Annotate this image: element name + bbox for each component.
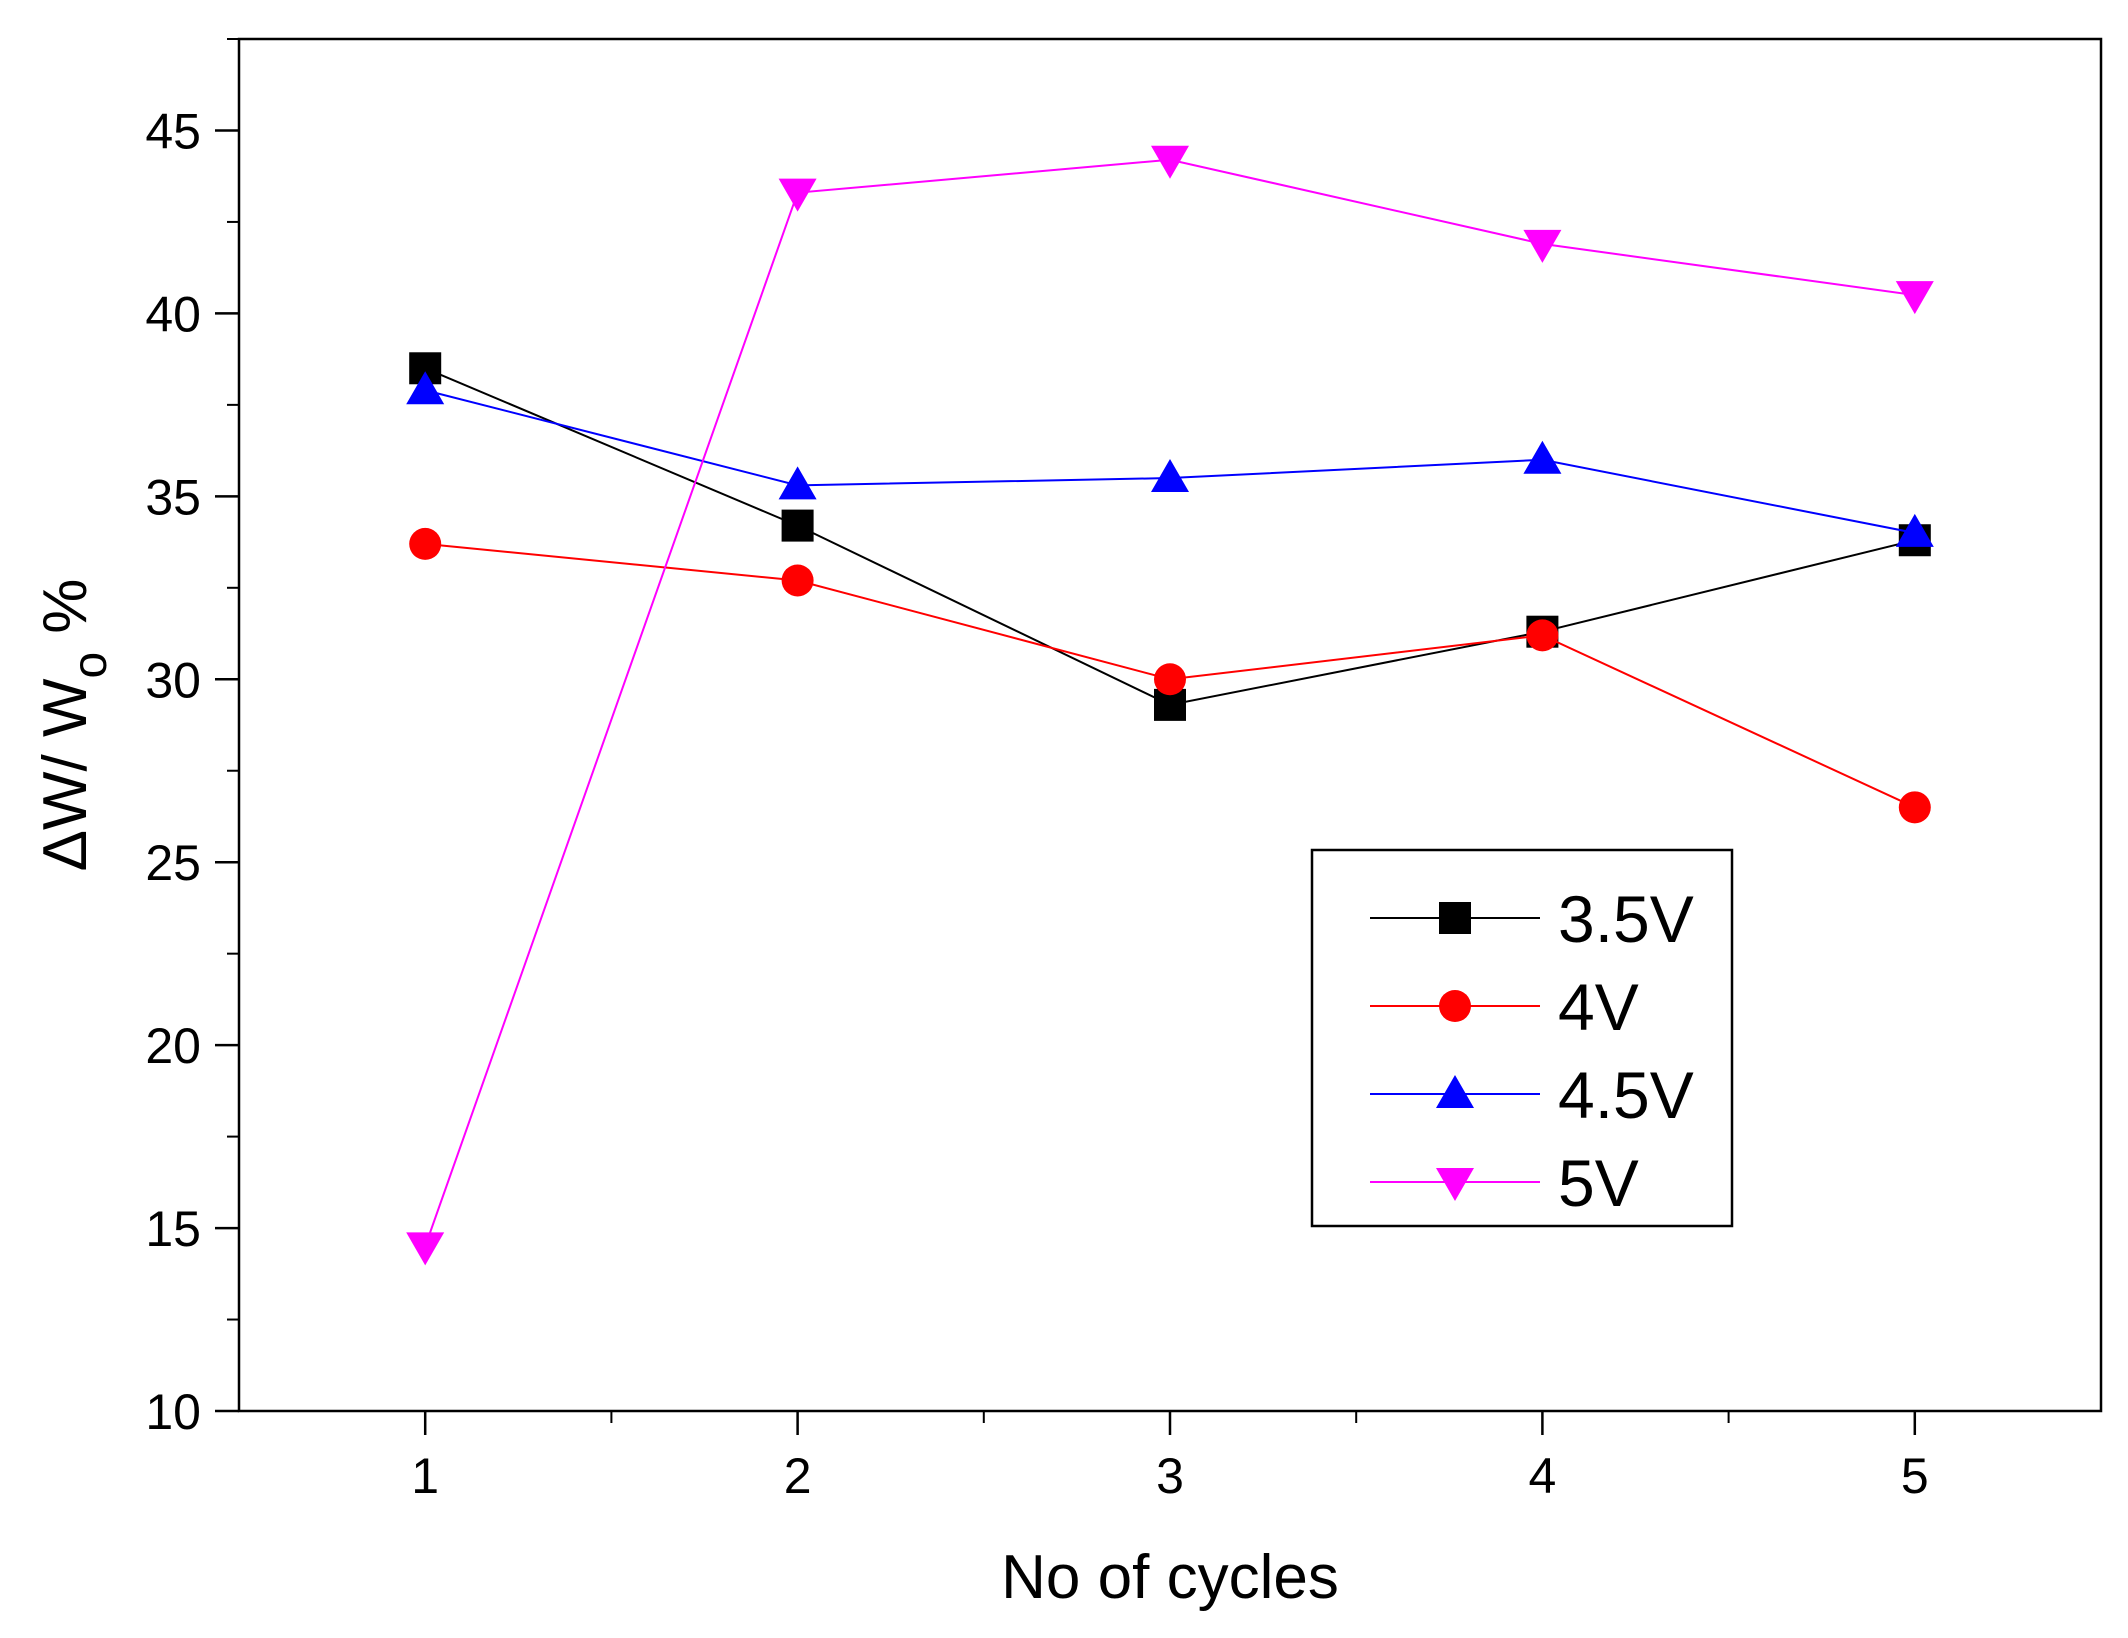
legend-marker-5V	[1436, 1168, 1474, 1201]
y-axis: 10 15 20 25 30 35 40 45	[145, 38, 239, 1440]
legend-item-5V: 5V	[1370, 1146, 1639, 1220]
point-4V-3	[1154, 663, 1186, 696]
series-layer	[406, 145, 1934, 1266]
x-tick-label-1: 1	[411, 1448, 439, 1504]
point-5V-4	[1523, 229, 1562, 263]
series-5V	[406, 145, 1934, 1266]
legend-marker-4.5V	[1436, 1075, 1474, 1108]
point-4.5V-2	[778, 466, 817, 500]
point-4V-2	[781, 564, 814, 597]
legend-marker-4V	[1439, 990, 1471, 1022]
legend-label-4.5V: 4.5V	[1558, 1058, 1694, 1132]
legend-label-5V: 5V	[1558, 1146, 1639, 1220]
y-axis-title-subscript: o	[64, 652, 117, 679]
y-tick-label-25: 25	[145, 835, 201, 891]
series-line-3.5V	[424, 367, 1916, 706]
y-axis-title-suffix: %	[31, 579, 100, 634]
point-4V-1	[409, 527, 442, 560]
y-tick-label-30: 30	[145, 652, 201, 708]
point-4.5V-3	[1151, 459, 1189, 493]
y-axis-title: ΔW/ Wo%	[31, 579, 117, 872]
legend-marker-3.5V	[1439, 902, 1471, 934]
y-tick-label-35: 35	[145, 469, 201, 525]
legend-item-4.5V: 4.5V	[1370, 1058, 1694, 1132]
y-axis-title-group: ΔW/ Wo%	[31, 579, 117, 872]
point-4.5V-5	[1895, 513, 1934, 547]
y-tick-label-40: 40	[145, 286, 201, 342]
x-axis: 1 2 3 4 5	[411, 1411, 1929, 1504]
y-tick-label-10: 10	[145, 1384, 201, 1440]
series-4V	[409, 527, 1931, 824]
plot-frame	[237, 37, 2103, 1413]
x-tick-label-5: 5	[1901, 1448, 1929, 1504]
point-4V-4	[1526, 619, 1559, 652]
x-tick-label-2: 2	[784, 1448, 812, 1504]
point-5V-2	[778, 178, 817, 212]
point-5V-1	[406, 1232, 445, 1266]
legend: 3.5V 4V 4.5V 5V	[1310, 848, 1734, 1228]
x-axis-title: No of cycles	[1001, 1543, 1339, 1612]
legend-label-4V: 4V	[1558, 970, 1639, 1044]
point-4.5V-1	[406, 371, 445, 405]
series-4.5V	[406, 371, 1934, 547]
legend-box	[1310, 848, 1734, 1228]
x-tick-label-4: 4	[1528, 1448, 1556, 1504]
y-tick-label-20: 20	[145, 1018, 201, 1074]
x-tick-label-3: 3	[1156, 1448, 1184, 1504]
point-4.5V-4	[1523, 440, 1562, 474]
point-5V-5	[1895, 281, 1934, 315]
point-4V-5	[1898, 791, 1931, 824]
y-axis-title-main: ΔW/ W	[31, 678, 100, 871]
legend-item-4V: 4V	[1370, 970, 1639, 1044]
point-5V-3	[1151, 145, 1189, 179]
y-tick-label-15: 15	[145, 1201, 201, 1257]
point-3.5V-2	[781, 509, 814, 542]
legend-label-3.5V: 3.5V	[1558, 882, 1694, 956]
y-tick-label-45: 45	[145, 103, 201, 159]
legend-item-3.5V: 3.5V	[1370, 882, 1694, 956]
